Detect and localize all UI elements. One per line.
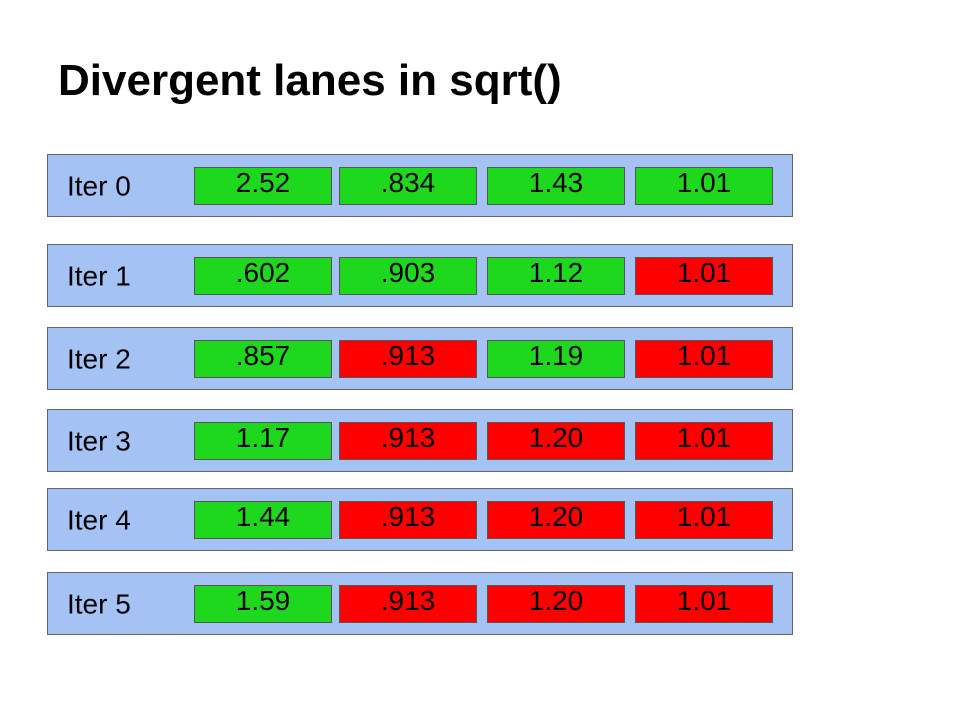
- iteration-label: Iter 0: [67, 170, 131, 202]
- iteration-label: Iter 5: [67, 588, 131, 620]
- slide-title: Divergent lanes in sqrt(): [58, 56, 562, 105]
- lane-value-converging: .834: [339, 167, 477, 205]
- lane-value-converging: .602: [194, 257, 332, 295]
- lane-value-done: 1.01: [635, 422, 773, 460]
- iteration-row: Iter 2 .857.913 1.19 1.01: [47, 327, 793, 390]
- lane-value-converging: 1.12: [487, 257, 625, 295]
- iteration-label: Iter 4: [67, 504, 131, 536]
- lane-value-converging: 1.01: [635, 167, 773, 205]
- lane-value-done: 1.20: [487, 501, 625, 539]
- lane-value-done: 1.01: [635, 340, 773, 378]
- lane-value-done: 1.20: [487, 585, 625, 623]
- lane-value-converging: 1.43: [487, 167, 625, 205]
- lane-value-done: 1.01: [635, 501, 773, 539]
- iteration-label: Iter 2: [67, 343, 131, 375]
- iteration-row: Iter 4 1.44.913 1.20 1.01: [47, 488, 793, 551]
- lane-value-done: .913: [339, 585, 477, 623]
- iteration-row: Iter 0 2.52.834 1.43 1.01: [47, 154, 793, 217]
- lane-value-done: .913: [339, 422, 477, 460]
- iteration-label: Iter 3: [67, 425, 131, 457]
- iteration-label: Iter 1: [67, 260, 131, 292]
- lane-value-done: 1.01: [635, 257, 773, 295]
- lane-value-converging: 1.44: [194, 501, 332, 539]
- lane-value-done: 1.01: [635, 585, 773, 623]
- iteration-row: Iter 1 .602.903 1.12 1.01: [47, 244, 793, 307]
- lane-value-converging: 2.52: [194, 167, 332, 205]
- lane-value-done: .913: [339, 501, 477, 539]
- iteration-row: Iter 3 1.17.913 1.20 1.01: [47, 409, 793, 472]
- lane-value-converging: .903: [339, 257, 477, 295]
- lane-value-converging: 1.17: [194, 422, 332, 460]
- lane-value-converging: .857: [194, 340, 332, 378]
- lane-value-converging: 1.59: [194, 585, 332, 623]
- lane-value-done: .913: [339, 340, 477, 378]
- lane-value-converging: 1.19: [487, 340, 625, 378]
- iteration-row: Iter 5 1.59.913 1.20 1.01: [47, 572, 793, 635]
- lane-value-done: 1.20: [487, 422, 625, 460]
